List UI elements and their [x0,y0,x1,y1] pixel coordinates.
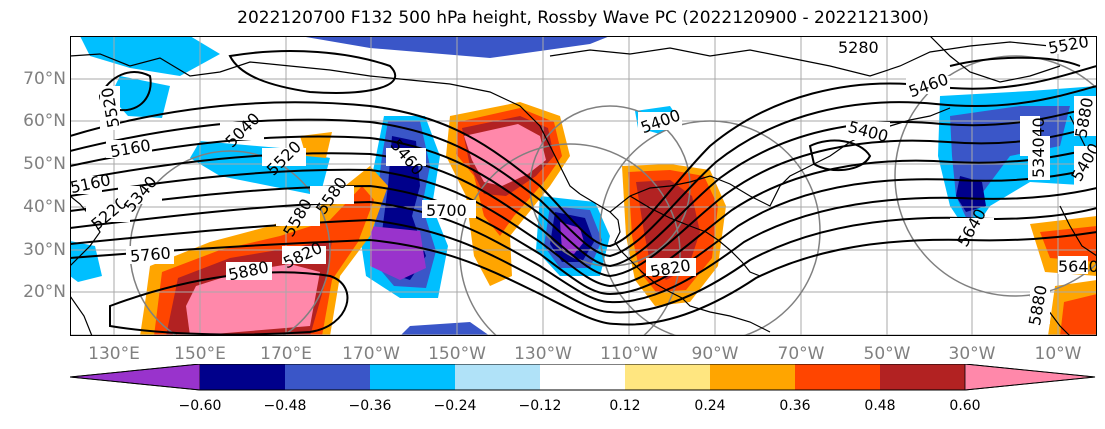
lat-label-30n: 30°N [23,240,66,260]
lat-label-40n: 40°N [23,197,66,217]
lon-label-170w: 170°W [342,344,400,364]
colorbar-segment [880,364,965,390]
lon-label-130w: 130°W [514,344,572,364]
map-panel: 5280 5400 5460 5340 5400 5460 5520 5580 … [70,36,1097,336]
colorbar-tick-label: −0.24 [433,398,477,414]
colorbar [69,363,1100,398]
colorbar-segment [625,364,710,390]
contour-label: 5520 [1047,36,1090,58]
lon-label-70w: 70°W [777,344,825,364]
colorbar-segment [795,364,880,390]
colorbar-tick-label: 0.24 [694,398,726,414]
negative-anomaly-shading [70,36,1097,336]
colorbar-segment [540,364,625,390]
colorbar-tick-label: 0.36 [779,398,811,414]
contour-label: 5760 [129,243,171,265]
colorbar-tick-label: 0.60 [949,398,981,414]
lat-label-60n: 60°N [23,111,66,131]
colorbar-segment [455,364,540,390]
lat-label-50n: 50°N [23,154,66,174]
contour-label: 5700 [426,201,467,220]
lon-label-170e: 170°E [260,344,312,364]
lon-label-10w: 10°W [1034,344,1082,364]
lon-label-110w: 110°W [600,344,658,364]
contour-label: 5280 [838,38,879,57]
colorbar-outline [69,363,1096,391]
colorbar-tick-label: −0.12 [518,398,562,414]
map-frame [70,36,1097,336]
colorbar-segment [370,364,455,390]
colorbar-tick-label: 0.48 [864,398,896,414]
map-title: 2022120700 F132 500 hPa height, Rossby W… [237,8,929,28]
colorbar-segment [710,364,795,390]
contour-label: 5640 [1058,257,1097,276]
colorbar-segment [200,364,285,390]
lon-label-150w: 150°W [428,344,486,364]
colorbar-segment [285,364,370,390]
colorbar-tick-label: 0.12 [609,398,641,414]
colorbar-tick-label: −0.48 [263,398,307,414]
colorbar-svg [69,363,1096,391]
lon-label-130e: 130°E [88,344,140,364]
lon-label-90w: 90°W [691,344,739,364]
lat-label-20n: 20°N [23,282,66,302]
lon-label-30w: 30°W [948,344,996,364]
contour-label: 5340 [1029,137,1048,178]
colorbar-extend-low [69,363,201,391]
map-canvas: 5280 5400 5460 5340 5400 5460 5520 5580 … [70,36,1097,336]
colorbar-tick-label: −0.36 [348,398,392,414]
colorbar-extend-high [964,363,1096,391]
lon-label-150e: 150°E [174,344,226,364]
lon-label-50w: 50°W [863,344,911,364]
lat-label-70n: 70°N [23,69,66,89]
colorbar-tick-label: −0.60 [178,398,222,414]
